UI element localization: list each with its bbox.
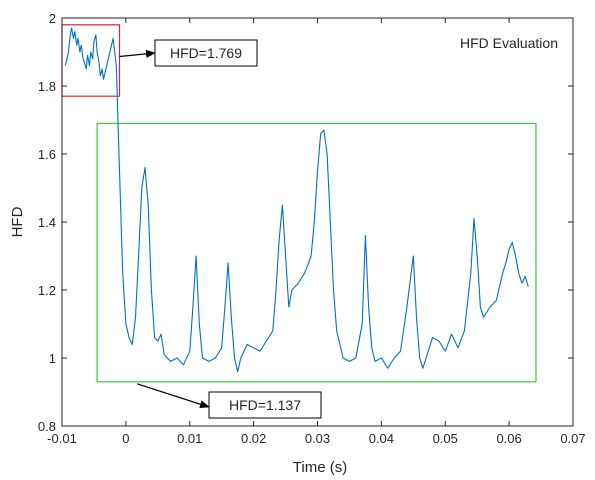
- y-tick-labels: 0.8 1 1.2 1.4 1.6 1.8 2: [38, 11, 56, 434]
- x-tick-label: 0.05: [433, 431, 458, 446]
- x-tick-label: 0.07: [560, 431, 585, 446]
- y-tick-label: 2: [49, 11, 56, 26]
- annotation-label-text: HFD=1.769: [170, 45, 242, 61]
- y-axis-label: HFD: [9, 206, 26, 237]
- x-tick-label: 0.01: [177, 431, 202, 446]
- x-tick-label: 0: [122, 431, 129, 446]
- annotation-arrow: [136, 383, 210, 409]
- y-tick-label: 1.4: [38, 215, 56, 230]
- x-axis-label: Time (s): [293, 459, 347, 475]
- y-tick-label: 1.8: [38, 79, 56, 94]
- x-tick-label: 0.02: [241, 431, 266, 446]
- x-tick-label: 0.04: [369, 431, 394, 446]
- annotation-label-box: [154, 39, 258, 67]
- annotation-arrow: [119, 49, 156, 58]
- x-tick-label: -0.01: [47, 431, 77, 446]
- y-tick-label: 1: [49, 351, 56, 366]
- annotation-label-text: HFD=1.137: [229, 397, 301, 413]
- highlight-region-box: [96, 122, 537, 383]
- tick-marks: [61, 17, 574, 427]
- y-tick-label: 1.2: [38, 283, 56, 298]
- y-tick-label: 0.8: [38, 419, 56, 434]
- series-layer: [64, 27, 529, 373]
- chart-title: HFD Evaluation: [460, 35, 558, 51]
- y-tick-label: 1.6: [38, 147, 56, 162]
- x-tick-label: 0.03: [305, 431, 330, 446]
- annotation-label-box: [208, 391, 322, 419]
- x-tick-labels: -0.01 0 0.01 0.02 0.03 0.04 0.05 0.06 0.07: [47, 431, 585, 446]
- x-tick-label: 0.06: [496, 431, 521, 446]
- hfd-series-line: [64, 27, 529, 373]
- annotations-layer: HFD=1.769 HFD=1.137: [119, 39, 322, 419]
